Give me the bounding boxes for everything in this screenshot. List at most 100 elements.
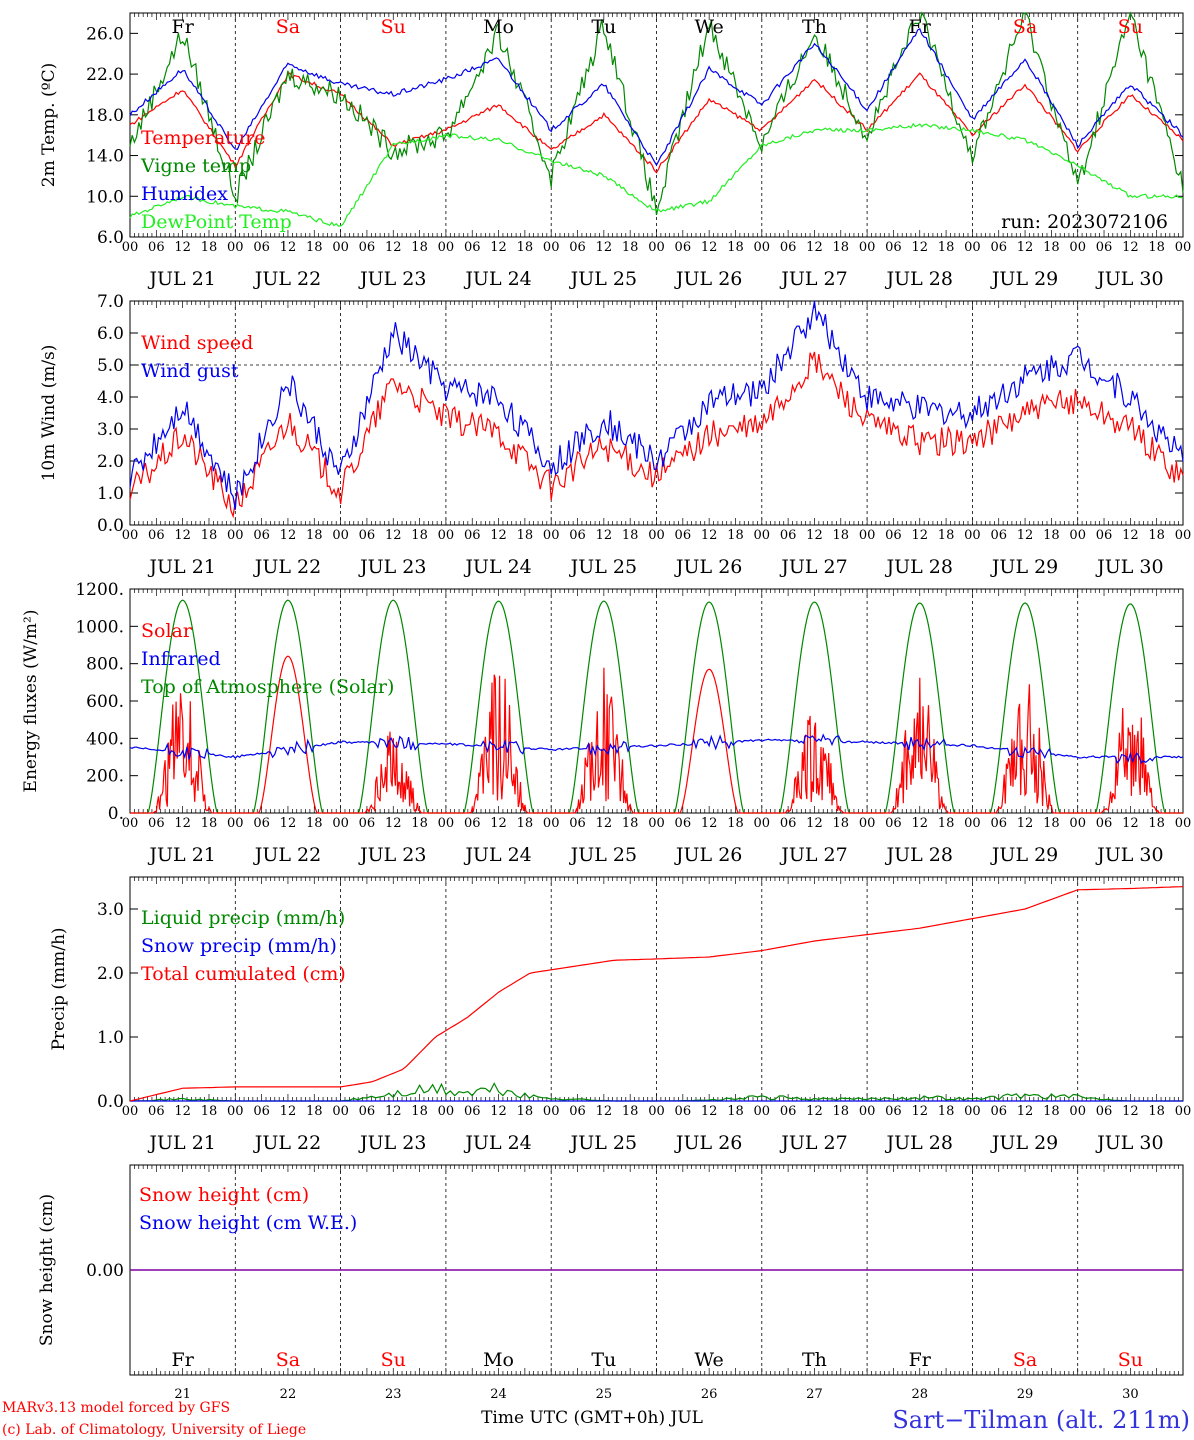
hour-label: 12 (911, 240, 928, 255)
hour-label: 18 (517, 816, 534, 831)
hour-label: 12 (701, 528, 718, 543)
hour-label: 00 (1069, 240, 1086, 255)
hour-label: 12 (280, 816, 297, 831)
hour-label: 00 (332, 240, 349, 255)
hour-label: 06 (780, 1104, 797, 1119)
hour-label: 06 (1096, 528, 1113, 543)
date-label: JUL 28 (885, 268, 953, 290)
y-tick-label: 800. (86, 655, 124, 675)
hour-label: 00 (332, 528, 349, 543)
hour-label: 18 (411, 816, 428, 831)
date-label: JUL 30 (1095, 844, 1163, 866)
hour-label: 00 (543, 1104, 560, 1119)
hour-label: 18 (727, 528, 744, 543)
hour-label: 06 (253, 240, 270, 255)
hour-label: 18 (833, 528, 850, 543)
hour-label: 06 (569, 816, 586, 831)
hour-label: 18 (1148, 1104, 1165, 1119)
date-label: JUL 22 (253, 268, 321, 290)
date-label: JUL 24 (463, 268, 531, 290)
y-axis-label: Precip (mm/h) (49, 927, 69, 1050)
hour-label: 18 (1148, 240, 1165, 255)
date-label: JUL 25 (569, 1132, 637, 1154)
y-tick-label: 1.0 (97, 484, 124, 504)
y-axis-label: 10m Wind (m/s) (39, 345, 59, 482)
weekday-label: Fr (172, 16, 195, 38)
hour-label: 06 (675, 1104, 692, 1119)
date-label: JUL 21 (147, 844, 215, 866)
legend-snow-precip-mm-h-: Snow precip (mm/h) (141, 935, 337, 957)
y-tick-label: 400. (86, 729, 124, 749)
y-tick-label: 14.0 (86, 147, 124, 167)
hour-label: 18 (306, 1104, 323, 1119)
hour-label: 12 (385, 816, 402, 831)
y-tick-label: 2.0 (97, 964, 124, 984)
hour-label: 06 (464, 528, 481, 543)
day-number-label: 30 (1122, 1387, 1139, 1402)
date-label: JUL 28 (885, 1132, 953, 1154)
y-tick-label: 0.00 (86, 1261, 124, 1281)
hour-label: 18 (306, 816, 323, 831)
hour-label: 12 (701, 1104, 718, 1119)
hour-label: 12 (1017, 528, 1034, 543)
hour-label: 00 (859, 1104, 876, 1119)
day-number-label: 22 (280, 1387, 297, 1402)
hour-label: 00 (122, 1104, 139, 1119)
hour-label: 18 (938, 528, 955, 543)
y-tick-label: 18.0 (86, 106, 124, 126)
date-label: JUL 21 (147, 1132, 215, 1154)
hour-label: 00 (754, 816, 771, 831)
hour-label: 18 (727, 240, 744, 255)
hour-label: 00 (332, 1104, 349, 1119)
hour-label: 18 (1043, 1104, 1060, 1119)
day-number-label: 29 (1017, 1387, 1034, 1402)
hour-label: 12 (174, 816, 191, 831)
hour-label: 06 (885, 240, 902, 255)
weekday-label: Th (802, 16, 827, 38)
station-name: Sart−Tilman (alt. 211m) (892, 1406, 1190, 1434)
y-tick-label: 1000. (75, 617, 124, 637)
hour-label: 12 (596, 1104, 613, 1119)
hour-label: 12 (701, 816, 718, 831)
date-label: JUL 24 (463, 556, 531, 578)
hour-label: 06 (148, 1104, 165, 1119)
hour-label: 12 (806, 816, 823, 831)
hour-label: 12 (596, 528, 613, 543)
hour-label: 12 (1122, 240, 1139, 255)
hour-label: 00 (332, 816, 349, 831)
hour-label: 00 (1175, 1104, 1192, 1119)
hour-label: 00 (859, 816, 876, 831)
hour-label: 06 (359, 240, 376, 255)
hour-label: 00 (438, 1104, 455, 1119)
weekday-label: Fr (909, 16, 932, 38)
y-tick-label: 4.0 (97, 388, 124, 408)
legend-liquid-precip-mm-h-: Liquid precip (mm/h) (141, 907, 345, 929)
weekday-label: Sa (276, 16, 300, 38)
hour-label: 00 (227, 1104, 244, 1119)
hour-label: 00 (1069, 1104, 1086, 1119)
weekday-label: Mo (483, 1349, 514, 1371)
weekday-label: Su (1118, 16, 1143, 38)
hour-label: 00 (1069, 528, 1086, 543)
y-tick-label: 26.0 (86, 24, 124, 44)
series-vigne-temp (129, 11, 1184, 216)
hour-label: 00 (648, 528, 665, 543)
hour-label: 00 (438, 528, 455, 543)
hour-label: 00 (648, 1104, 665, 1119)
hour-label: 00 (227, 528, 244, 543)
date-label: JUL 25 (569, 844, 637, 866)
credit-line-2: (c) Lab. of Climatology, University of L… (2, 1422, 306, 1438)
hour-label: 18 (622, 816, 639, 831)
legend-wind-gust: Wind gust (141, 360, 239, 382)
hour-label: 18 (1043, 816, 1060, 831)
hour-label: 12 (280, 1104, 297, 1119)
hour-label: 06 (253, 1104, 270, 1119)
panel-1: 2m Temp. (ºC) 6.0 10.0 14.0 18.0 22.0 26.0 Fr Sa… (39, 11, 1191, 290)
legend-temperature: Temperature (141, 127, 265, 149)
weekday-label: Tu (591, 16, 616, 38)
hour-label: 18 (201, 240, 218, 255)
series-infrared (129, 733, 1184, 764)
hour-label: 00 (754, 528, 771, 543)
y-axis-label: Snow height (cm) (37, 1194, 57, 1346)
hour-label: 18 (517, 240, 534, 255)
